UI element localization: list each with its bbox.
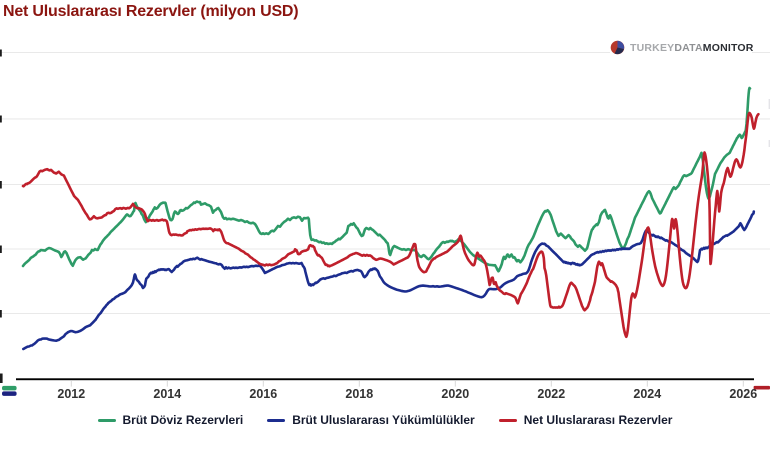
cropped-right-label-fragment — [768, 140, 770, 147]
legend-dash — [97, 418, 116, 422]
x-axis-label: 2022 — [537, 387, 566, 401]
y-axis-label-fragments — [0, 49, 3, 383]
right-edge-label-fragments — [768, 99, 770, 147]
x-axis-line — [16, 378, 754, 381]
bottom-left-green-bar[interactable] — [2, 385, 17, 391]
series-line-3[interactable] — [21, 111, 760, 339]
cropped-y-label-fragment — [0, 310, 2, 318]
chart-title: Net Uluslararası Rezervler (milyon USD) — [3, 3, 299, 20]
x-axis-label: 2024 — [633, 387, 662, 401]
brand-logo[interactable]: TURKEYDATAMONITOR — [610, 37, 754, 58]
cropped-right-label-fragment — [768, 99, 770, 109]
series-lines — [21, 86, 760, 351]
legend-label: Brüt Döviz Rezervleri — [122, 413, 244, 427]
legend-label: Brüt Uluslararası Yükümlülükler — [292, 413, 475, 427]
legend-item-3[interactable]: Net Uluslararası Rezervler — [498, 413, 673, 427]
bottom-left-navy-bar[interactable] — [2, 391, 17, 396]
legend-dash — [267, 418, 286, 422]
bottom-left-bars — [2, 385, 17, 396]
brand-logo-icon — [610, 40, 625, 55]
x-axis-label: 2014 — [153, 387, 182, 401]
cropped-y-label-fragment — [0, 115, 2, 123]
brand-name: TURKEYDATAMONITOR — [630, 41, 754, 54]
x-axis-label: 2020 — [441, 387, 470, 401]
cropped-y-label-fragment — [0, 181, 2, 189]
x-axis-ticks — [70, 380, 744, 387]
series-line-2[interactable] — [22, 210, 756, 351]
legend-item-1[interactable]: Brüt Döviz Rezervleri — [97, 413, 244, 427]
x-axis-label: 2026 — [729, 387, 758, 401]
legend-item-2[interactable]: Brüt Uluslararası Yükümlülükler — [267, 413, 475, 427]
x-axis-label: 2016 — [249, 387, 278, 401]
cropped-y-label-fragment — [0, 49, 2, 57]
gridlines — [0, 51, 770, 315]
series-line-1[interactable] — [21, 86, 752, 273]
legend-label: Net Uluslararası Rezervler — [523, 413, 673, 427]
x-axis-label: 2012 — [57, 387, 86, 401]
x-axis-label: 2018 — [345, 387, 374, 401]
cropped-y-label-fragment — [0, 245, 2, 253]
bottom-right-red-bar[interactable] — [753, 385, 770, 390]
legend-dash — [498, 418, 517, 422]
cropped-y-label-fragment — [0, 373, 3, 383]
legend: Brüt Döviz Rezervleri Brüt Uluslararası Y… — [0, 413, 770, 427]
